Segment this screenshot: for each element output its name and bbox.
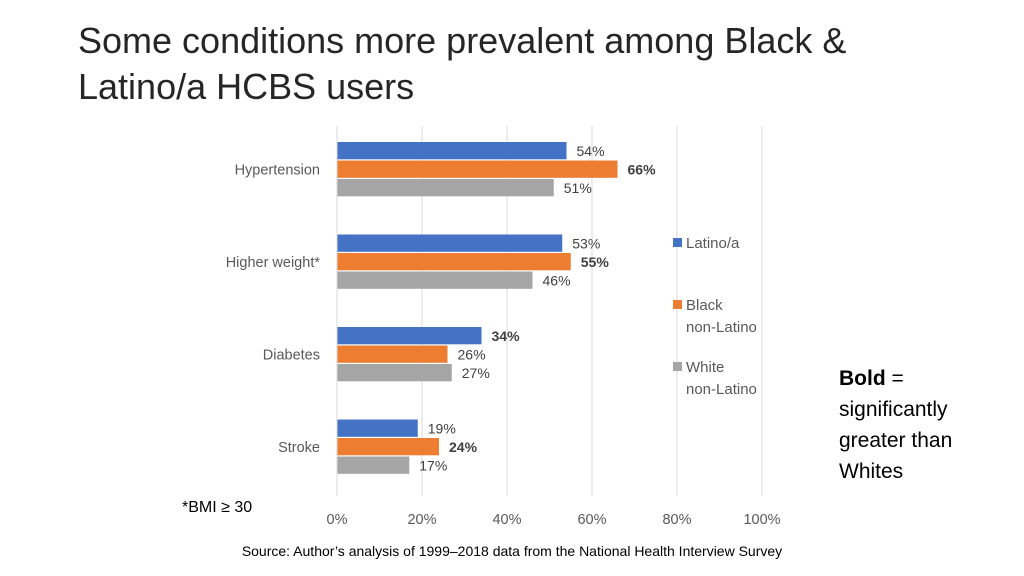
slide-title: Some conditions more prevalent among Bla… [78, 20, 847, 107]
bar [337, 327, 482, 345]
bar [337, 364, 452, 382]
data-label: 53% [572, 236, 600, 252]
legend-label: non-Latino [686, 319, 757, 336]
legend-label: Latino/a [686, 235, 740, 252]
data-label: 24% [449, 439, 478, 455]
bar [337, 438, 439, 456]
category-label: Hypertension [235, 162, 320, 178]
bar [337, 160, 618, 178]
bar [337, 253, 571, 271]
x-tick-label: 20% [407, 512, 436, 528]
legend-swatch [673, 300, 682, 309]
bmi-footnote: *BMI ≥ 30 [182, 499, 253, 516]
x-tick-label: 60% [577, 512, 606, 528]
data-label: 17% [419, 458, 447, 474]
bar [337, 271, 533, 289]
bar [337, 419, 418, 437]
data-label: 34% [492, 328, 521, 344]
data-label: 51% [564, 180, 592, 196]
x-tick-label: 100% [743, 512, 780, 528]
data-label: 66% [628, 162, 657, 178]
legend-swatch [673, 238, 682, 247]
data-label: 19% [428, 421, 456, 437]
source-note: Source: Author’s analysis of 1999–2018 d… [241, 543, 783, 559]
bold-note-text: = significantly greater than Whites [839, 367, 953, 483]
legend-swatch [673, 362, 682, 371]
data-label: 55% [581, 254, 610, 270]
bar [337, 456, 410, 474]
data-label: 46% [543, 273, 571, 289]
x-tick-label: 80% [662, 512, 691, 528]
category-label: Higher weight* [226, 255, 321, 271]
bold-note-keyword: Bold [839, 367, 886, 390]
bar [337, 142, 567, 160]
x-tick-label: 40% [492, 512, 521, 528]
bar [337, 345, 448, 363]
x-tick-label: 0% [327, 512, 348, 528]
category-label: Stroke [278, 440, 320, 456]
bar [337, 234, 563, 252]
legend-label: Black [686, 297, 723, 314]
category-label: Diabetes [263, 347, 320, 363]
legend-label: non-Latino [686, 381, 757, 398]
bar [337, 179, 554, 197]
bold-legend-note: Bold = significantly greater than Whites [839, 363, 1009, 487]
data-label: 54% [577, 143, 605, 159]
legend-label: White [686, 359, 724, 376]
data-label: 26% [458, 347, 486, 363]
data-label: 27% [462, 365, 490, 381]
